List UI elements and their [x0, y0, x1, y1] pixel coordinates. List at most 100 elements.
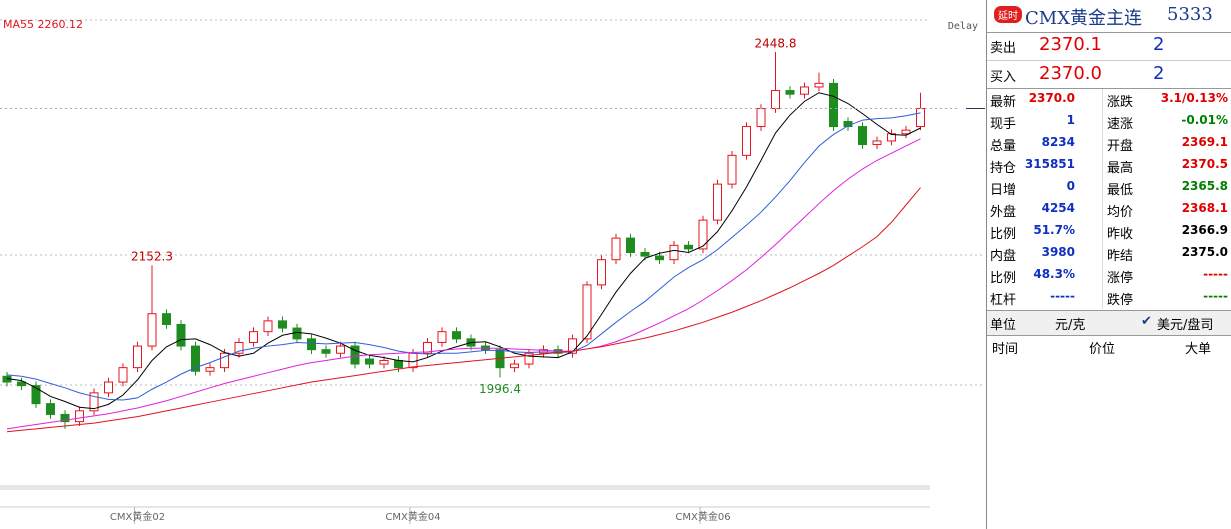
quote-panel: 延时 CMX黄金主连 5333 卖出 2370.1 2 买入 2370.0 2 …	[986, 0, 1231, 529]
candle-body	[118, 367, 128, 383]
column-divider	[1102, 89, 1103, 309]
candle-body	[263, 320, 273, 333]
candle-body	[379, 359, 389, 365]
candle-body	[205, 367, 215, 372]
candle-body	[234, 341, 244, 354]
candle-body	[60, 413, 70, 423]
candle-body	[249, 331, 258, 343]
stat-value: 8234	[1041, 135, 1075, 149]
stat-label: 最新	[990, 95, 1017, 110]
stat-label: 比例	[990, 271, 1017, 286]
column-header: 价位	[1089, 342, 1116, 357]
candle-body	[510, 363, 519, 369]
unit-row	[987, 310, 1231, 336]
candle-body	[437, 331, 447, 343]
stat-value: 4254	[1041, 201, 1075, 215]
candle-body	[901, 129, 911, 135]
stat-value: 1	[1066, 113, 1075, 127]
candle-body	[858, 126, 867, 146]
candle-body	[423, 341, 432, 354]
stat-label: 最低	[1107, 183, 1134, 198]
candle-body	[626, 237, 635, 254]
candle-body	[597, 259, 606, 286]
stat-label: 速涨	[1107, 117, 1134, 132]
stat-label: 涨跌	[1107, 95, 1134, 110]
stat-value: 48.3%	[1033, 267, 1075, 281]
stat-label: 现手	[990, 117, 1017, 132]
candle-body	[17, 381, 26, 387]
delay-label: Delay	[948, 21, 978, 32]
stat-label: 昨结	[1107, 249, 1134, 264]
candle-body	[524, 352, 534, 365]
stat-value: 51.7%	[1033, 223, 1075, 237]
candle-body	[133, 345, 142, 369]
sell-qty: 2	[1153, 34, 1165, 55]
candle-body	[104, 381, 113, 394]
scroll-band	[0, 485, 930, 490]
candle-body	[147, 313, 157, 347]
unit-cny[interactable]: 元/克	[1055, 318, 1086, 333]
candle-body	[31, 385, 41, 405]
candle-body	[713, 183, 722, 221]
candle-body	[568, 338, 577, 354]
ma-line	[6, 112, 921, 401]
stat-label: 昨收	[1107, 227, 1134, 242]
candle-body	[350, 345, 360, 365]
buy-label: 买入	[990, 70, 1017, 85]
candle-body	[742, 126, 751, 156]
ma-legend: MA55 2260.12	[3, 18, 83, 31]
stat-value: 315851	[1024, 157, 1075, 171]
extreme-label: 1996.4	[479, 382, 521, 396]
stat-value: 2375.0	[1181, 245, 1228, 259]
stat-label: 比例	[990, 227, 1017, 242]
candle-body	[191, 345, 200, 372]
stat-value: 2366.9	[1181, 223, 1228, 237]
candle-body	[916, 108, 925, 128]
candle-body	[394, 359, 403, 369]
separator	[987, 60, 1231, 61]
extreme-label: 2152.3	[131, 250, 173, 264]
stat-label: 杠杆	[990, 293, 1017, 308]
separator	[987, 88, 1231, 89]
chart: Delay MA55 2260.12 2152.3 1996.4 2448.8 CMX…	[0, 18, 985, 524]
sell-price: 2370.1	[1039, 34, 1102, 55]
extreme-label: 2448.8	[755, 36, 797, 50]
stat-label: 涨停	[1107, 271, 1134, 286]
stat-label: 外盘	[990, 205, 1017, 220]
legend-name: MA55	[3, 18, 34, 31]
title: CMX黄金主连	[1025, 8, 1143, 29]
unit-usd[interactable]: 美元/盘司	[1157, 318, 1214, 333]
candle-body	[321, 349, 331, 354]
stat-label: 内盘	[990, 249, 1017, 264]
x-tick-label: CMX黄金04	[385, 510, 440, 523]
stat-value: 3980	[1041, 245, 1075, 259]
x-tick-label: CMX黄金02	[110, 510, 165, 523]
candle-body	[727, 154, 737, 185]
candle-body	[89, 392, 99, 412]
candle-body	[669, 244, 679, 261]
candle-body	[307, 338, 316, 351]
stat-value: 2368.1	[1181, 201, 1228, 215]
stat-value: -----	[1203, 267, 1228, 281]
candle-body	[408, 352, 418, 369]
stat-label: 跌停	[1107, 293, 1134, 308]
x-tick-label: CMX黄金06	[675, 510, 730, 523]
candle-body	[292, 327, 302, 340]
stat-label: 日增	[990, 183, 1017, 198]
unit-check: ✔	[1141, 314, 1152, 329]
candle-body	[640, 252, 650, 257]
candle-body	[176, 323, 186, 347]
stat-label: 开盘	[1107, 139, 1134, 154]
column-header: 时间	[992, 342, 1019, 357]
stat-value: 2369.1	[1181, 135, 1228, 149]
candle-body	[582, 284, 592, 340]
stat-value: 2365.8	[1181, 179, 1228, 193]
stats: 最新 2370.0 涨跌 3.1/0.13% 现手 1 速涨 -0.01% 总量 8234 开盘 23…	[987, 89, 1231, 309]
stat-label: 最高	[1107, 161, 1134, 176]
candle-body	[756, 108, 766, 128]
candle-body	[814, 82, 824, 88]
stat-value: -0.01%	[1181, 113, 1228, 127]
stat-value: 2370.0	[1028, 91, 1075, 105]
code: 5333	[1167, 4, 1213, 25]
sell-label: 卖出	[990, 41, 1017, 56]
